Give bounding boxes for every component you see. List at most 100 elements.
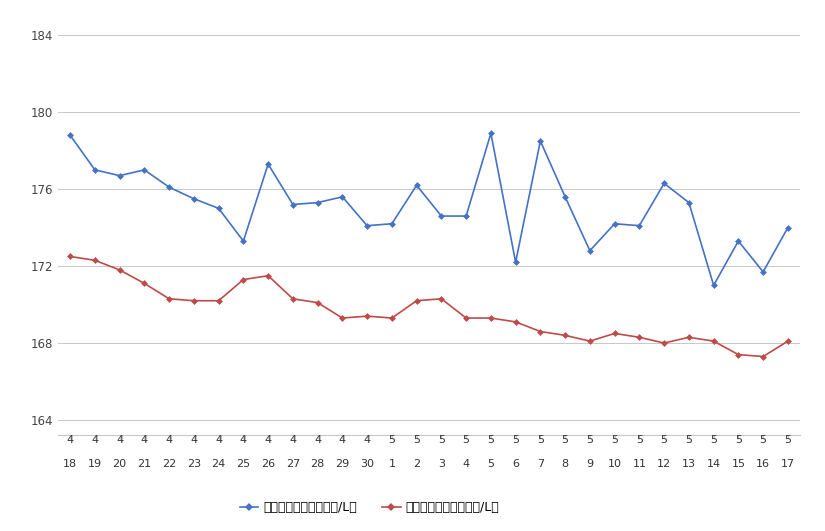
Text: 22: 22 bbox=[162, 458, 177, 468]
ハイオク実売価格（円/L） bbox=[263, 272, 273, 279]
Text: 14: 14 bbox=[706, 458, 721, 468]
ハイオク実売価格（円/L） bbox=[610, 330, 620, 337]
ハイオク看板価格（円/L） bbox=[610, 220, 620, 227]
Text: 6: 6 bbox=[512, 458, 519, 468]
ハイオク看板価格（円/L） bbox=[486, 130, 496, 136]
ハイオク看板価格（円/L） bbox=[115, 173, 125, 179]
Text: 4: 4 bbox=[265, 435, 271, 446]
Line: ハイオク実売価格（円/L）: ハイオク実売価格（円/L） bbox=[68, 254, 790, 359]
Text: 15: 15 bbox=[732, 458, 745, 468]
Text: 5: 5 bbox=[438, 435, 445, 446]
ハイオク実売価格（円/L） bbox=[634, 334, 644, 340]
Text: 23: 23 bbox=[186, 458, 201, 468]
ハイオク看板価格（円/L） bbox=[412, 182, 422, 189]
Text: 4: 4 bbox=[166, 435, 172, 446]
ハイオク看板価格（円/L） bbox=[313, 200, 323, 206]
ハイオク実売価格（円/L） bbox=[139, 280, 149, 287]
Text: 18: 18 bbox=[63, 458, 78, 468]
ハイオク看板価格（円/L） bbox=[362, 222, 372, 229]
ハイオク実売価格（円/L） bbox=[511, 319, 521, 325]
Text: 13: 13 bbox=[682, 458, 695, 468]
Text: 4: 4 bbox=[191, 435, 197, 446]
Text: 5: 5 bbox=[735, 435, 742, 446]
ハイオク看板価格（円/L） bbox=[288, 201, 298, 208]
ハイオク実売価格（円/L） bbox=[337, 315, 347, 321]
ハイオク看板価格（円/L） bbox=[164, 184, 174, 191]
ハイオク実売価格（円/L） bbox=[189, 297, 199, 304]
Text: 26: 26 bbox=[261, 458, 276, 468]
Text: 5: 5 bbox=[785, 435, 791, 446]
Text: 5: 5 bbox=[611, 435, 618, 446]
Text: 10: 10 bbox=[608, 458, 621, 468]
ハイオク実売価格（円/L） bbox=[65, 253, 75, 260]
ハイオク実売価格（円/L） bbox=[486, 315, 496, 321]
Text: 5: 5 bbox=[413, 435, 420, 446]
ハイオク看板価格（円/L） bbox=[783, 225, 793, 231]
ハイオク実売価格（円/L） bbox=[585, 338, 595, 344]
ハイオク実売価格（円/L） bbox=[758, 353, 768, 359]
ハイオク看板価格（円/L） bbox=[436, 213, 446, 219]
ハイオク実売価格（円/L） bbox=[90, 257, 100, 263]
Text: 27: 27 bbox=[285, 458, 300, 468]
Text: 5: 5 bbox=[488, 458, 494, 468]
Text: 7: 7 bbox=[537, 458, 544, 468]
Text: 1: 1 bbox=[389, 458, 395, 468]
ハイオク看板価格（円/L） bbox=[709, 282, 719, 288]
ハイオク看板価格（円/L） bbox=[560, 194, 570, 200]
ハイオク看板価格（円/L） bbox=[585, 247, 595, 254]
Text: 4: 4 bbox=[92, 435, 98, 446]
ハイオク看板価格（円/L） bbox=[90, 167, 100, 173]
Text: 5: 5 bbox=[463, 435, 469, 446]
Text: 4: 4 bbox=[116, 435, 123, 446]
Line: ハイオク看板価格（円/L）: ハイオク看板価格（円/L） bbox=[68, 131, 790, 288]
Text: 5: 5 bbox=[686, 435, 692, 446]
Text: 4: 4 bbox=[240, 435, 247, 446]
Text: 12: 12 bbox=[657, 458, 672, 468]
Text: 30: 30 bbox=[361, 458, 374, 468]
ハイオク看板価格（円/L） bbox=[684, 200, 694, 206]
Text: 29: 29 bbox=[335, 458, 350, 468]
ハイオク実売価格（円/L） bbox=[313, 299, 323, 306]
ハイオク実売価格（円/L） bbox=[461, 315, 471, 321]
ハイオク看板価格（円/L） bbox=[387, 220, 397, 227]
ハイオク看板価格（円/L） bbox=[139, 167, 149, 173]
ハイオク実売価格（円/L） bbox=[709, 338, 719, 344]
ハイオク看板価格（円/L） bbox=[535, 138, 545, 144]
Text: 4: 4 bbox=[141, 435, 148, 446]
Text: 5: 5 bbox=[587, 435, 593, 446]
Text: 4: 4 bbox=[364, 435, 370, 446]
ハイオク実売価格（円/L） bbox=[535, 328, 545, 335]
ハイオク実売価格（円/L） bbox=[560, 332, 570, 339]
ハイオク看板価格（円/L） bbox=[263, 161, 273, 167]
Text: 4: 4 bbox=[215, 435, 222, 446]
ハイオク看板価格（円/L） bbox=[337, 194, 347, 200]
Text: 9: 9 bbox=[587, 458, 593, 468]
ハイオク実売価格（円/L） bbox=[288, 296, 298, 302]
ハイオク看板価格（円/L） bbox=[511, 259, 521, 266]
ハイオク実売価格（円/L） bbox=[783, 338, 793, 344]
Text: 28: 28 bbox=[310, 458, 325, 468]
Text: 5: 5 bbox=[562, 435, 568, 446]
ハイオク看板価格（円/L） bbox=[65, 132, 75, 139]
Text: 5: 5 bbox=[661, 435, 667, 446]
ハイオク実売価格（円/L） bbox=[659, 340, 669, 346]
Text: 4: 4 bbox=[314, 435, 321, 446]
Text: 5: 5 bbox=[537, 435, 544, 446]
Text: 4: 4 bbox=[290, 435, 296, 446]
ハイオク看板価格（円/L） bbox=[659, 180, 669, 186]
Text: 24: 24 bbox=[211, 458, 226, 468]
ハイオク看板価格（円/L） bbox=[189, 195, 199, 202]
ハイオク実売価格（円/L） bbox=[164, 296, 174, 302]
ハイオク実売価格（円/L） bbox=[362, 313, 372, 319]
ハイオク看板価格（円/L） bbox=[238, 238, 248, 244]
Text: 20: 20 bbox=[112, 458, 127, 468]
Text: 4: 4 bbox=[463, 458, 469, 468]
Text: 5: 5 bbox=[760, 435, 766, 446]
ハイオク実売価格（円/L） bbox=[436, 296, 446, 302]
ハイオク実売価格（円/L） bbox=[115, 267, 125, 273]
ハイオク看板価格（円/L） bbox=[214, 205, 224, 211]
Text: 5: 5 bbox=[488, 435, 494, 446]
ハイオク看板価格（円/L） bbox=[634, 222, 644, 229]
ハイオク実売価格（円/L） bbox=[412, 297, 422, 304]
Text: 4: 4 bbox=[67, 435, 73, 446]
